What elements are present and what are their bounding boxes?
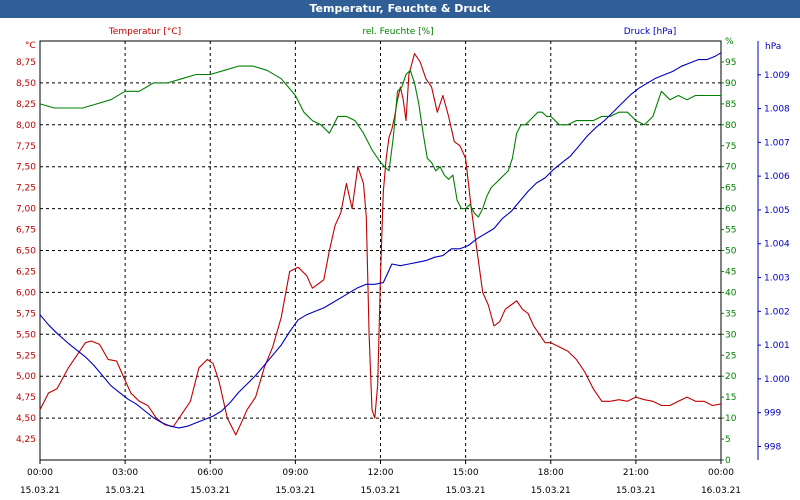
temp-unit-label: °C bbox=[25, 41, 36, 51]
press-tick-label: 1.005 bbox=[764, 206, 790, 216]
x-tick-time: 00:00 bbox=[708, 468, 734, 478]
temp-tick-label: 6,50 bbox=[16, 247, 36, 257]
temp-tick-label: 8,25 bbox=[16, 100, 36, 110]
hum-tick-label: 5 bbox=[725, 435, 731, 445]
x-tick-time: 21:00 bbox=[623, 468, 649, 478]
x-tick-time: 18:00 bbox=[538, 468, 564, 478]
hum-tick-label: 40 bbox=[725, 288, 737, 298]
x-tick-time: 12:00 bbox=[368, 468, 394, 478]
legend-humidity: rel. Feuchte [%] bbox=[362, 27, 433, 37]
x-tick-time: 03:00 bbox=[112, 468, 138, 478]
x-tick-date: 15.03.21 bbox=[446, 486, 486, 496]
temp-tick-label: 5,50 bbox=[16, 330, 36, 340]
hum-tick-label: 95 bbox=[725, 58, 736, 68]
pressure-line bbox=[39, 52, 722, 429]
temp-tick-label: 8,50 bbox=[16, 79, 36, 89]
x-tick-date: 16.03.21 bbox=[701, 486, 741, 496]
temp-tick-label: 4,50 bbox=[16, 414, 36, 424]
temp-tick-label: 5,25 bbox=[16, 351, 36, 361]
press-tick-label: 1.003 bbox=[764, 274, 790, 284]
hum-tick-label: % bbox=[725, 37, 734, 47]
x-tick-date: 15.03.21 bbox=[275, 486, 315, 496]
press-tick-label: 1.008 bbox=[764, 105, 790, 115]
x-tick-date: 15.03.21 bbox=[190, 486, 230, 496]
temp-tick-label: 4,25 bbox=[16, 435, 36, 445]
hum-tick-label: 0 bbox=[725, 456, 731, 466]
hum-tick-label: 45 bbox=[725, 267, 736, 277]
humidity-line bbox=[39, 65, 721, 218]
hum-tick-label: 75 bbox=[725, 142, 736, 152]
temp-tick-label: 4,75 bbox=[16, 393, 36, 403]
temp-tick-label: 7,25 bbox=[16, 184, 36, 194]
temp-tick-label: 5,00 bbox=[16, 372, 36, 382]
hum-tick-label: 15 bbox=[725, 393, 736, 403]
press-tick-label: 999 bbox=[764, 409, 781, 419]
temp-tick-label: 8,75 bbox=[16, 58, 36, 68]
temp-tick-label: 5,75 bbox=[16, 309, 36, 319]
legend-temperature: Temperatur [°C] bbox=[108, 27, 181, 37]
press-tick-label: 1.006 bbox=[764, 172, 790, 182]
temp-tick-label: 6,00 bbox=[16, 288, 36, 298]
x-tick-date: 15.03.21 bbox=[616, 486, 656, 496]
temp-tick-label: 6,75 bbox=[16, 226, 36, 236]
x-tick-time: 15:00 bbox=[453, 468, 479, 478]
hum-tick-label: 65 bbox=[725, 184, 736, 194]
hum-tick-label: 85 bbox=[725, 100, 736, 110]
press-tick-label: 1.001 bbox=[764, 341, 790, 351]
press-tick-label: 1.009 bbox=[764, 71, 790, 81]
press-tick-label: 1.002 bbox=[764, 307, 790, 317]
temp-tick-label: 7,50 bbox=[16, 163, 36, 173]
x-tick-time: 06:00 bbox=[197, 468, 223, 478]
hum-tick-label: 30 bbox=[725, 330, 737, 340]
x-tick-date: 15.03.21 bbox=[105, 486, 145, 496]
hum-tick-label: 55 bbox=[725, 226, 736, 236]
press-tick-label: 1.007 bbox=[764, 138, 790, 148]
hum-tick-label: 70 bbox=[725, 163, 737, 173]
temp-tick-label: 7,75 bbox=[16, 142, 36, 152]
temp-tick-label: 7,00 bbox=[16, 205, 36, 215]
pressure-unit-label: hPa bbox=[765, 42, 781, 52]
press-tick-label: 1.004 bbox=[764, 240, 790, 250]
temperature-line bbox=[39, 53, 722, 436]
hum-tick-label: 25 bbox=[725, 351, 736, 361]
x-tick-time: 09:00 bbox=[282, 468, 308, 478]
x-tick-time: 00:00 bbox=[27, 468, 53, 478]
x-tick-date: 15.03.21 bbox=[20, 486, 60, 496]
hum-tick-label: 10 bbox=[725, 414, 737, 424]
hum-tick-label: 90 bbox=[725, 79, 737, 89]
temp-tick-label: 6,25 bbox=[16, 267, 36, 277]
hum-tick-label: 35 bbox=[725, 309, 736, 319]
hum-tick-label: 20 bbox=[725, 372, 737, 382]
window-title: Temperatur, Feuchte & Druck bbox=[0, 0, 800, 18]
press-tick-label: 998 bbox=[764, 442, 781, 452]
hum-tick-label: 80 bbox=[725, 121, 737, 131]
temp-tick-label: 8,00 bbox=[16, 121, 36, 131]
hum-tick-label: 50 bbox=[725, 247, 737, 257]
x-tick-date: 15.03.21 bbox=[360, 486, 400, 496]
legend-pressure: Druck [hPa] bbox=[624, 27, 677, 37]
x-tick-date: 15.03.21 bbox=[531, 486, 571, 496]
press-tick-label: 1.000 bbox=[764, 375, 790, 385]
hum-tick-label: 60 bbox=[725, 205, 737, 215]
